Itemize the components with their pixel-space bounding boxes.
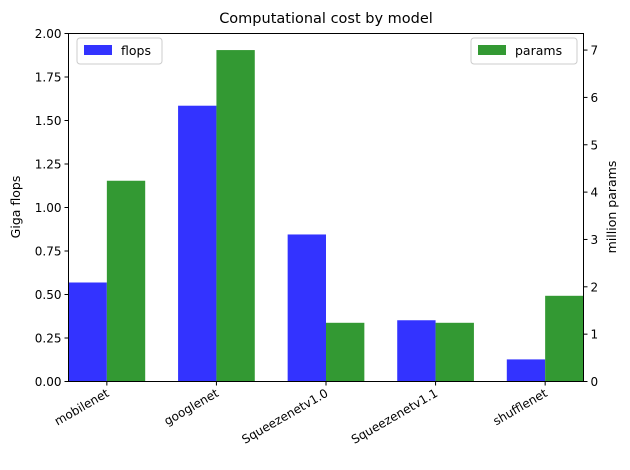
legend-flops: flops <box>76 37 163 65</box>
y-tick-label-right: 5 <box>591 138 599 152</box>
x-tick-label: googlenet <box>162 386 222 428</box>
y-axis-label-left: Giga flops <box>8 176 23 239</box>
y-tick-label-left: 1.50 <box>35 114 62 128</box>
legend-swatch-flops <box>84 45 112 55</box>
y-tick-label-left: 0.75 <box>35 245 62 259</box>
x-tick-label: shufflenet <box>491 386 550 428</box>
bar-flops-mobilenet <box>68 282 107 382</box>
x-tick-label: mobilenet <box>52 386 112 428</box>
y-tick-label-right: 3 <box>591 233 599 247</box>
y-tick-label-right: 6 <box>591 91 599 105</box>
bar-flops-squeezenetv1-1 <box>397 320 436 382</box>
bars-layer <box>68 50 584 382</box>
y-tick-label-left: 1.75 <box>35 71 62 85</box>
bar-params-squeezenetv1-1 <box>435 322 474 382</box>
x-axis: mobilenet googlenet Squeezenetv1.0 Squeezen… <box>52 381 550 447</box>
right-y-axis: 0 1 2 3 4 5 6 7 <box>583 44 599 389</box>
x-tick-label: Squeezenetv1.0 <box>239 386 330 447</box>
bar-flops-squeezenetv1-0 <box>287 234 326 382</box>
y-tick-label-left: 2.00 <box>35 27 62 41</box>
y-tick-label-right: 2 <box>591 280 599 294</box>
bar-params-shufflenet <box>545 295 584 382</box>
bar-params-googlenet <box>216 50 255 382</box>
legend-label-params: params <box>515 43 562 58</box>
y-tick-label-right: 0 <box>591 375 599 389</box>
y-tick-label-right: 7 <box>591 44 599 58</box>
bar-flops-googlenet <box>178 105 217 382</box>
y-tick-label-left: 0.50 <box>35 288 62 302</box>
legend-params: params <box>470 37 578 65</box>
bar-params-mobilenet <box>106 180 146 382</box>
bar-params-squeezenetv1-0 <box>326 322 365 382</box>
chart-title: Computational cost by model <box>219 11 433 27</box>
left-y-axis: 0.00 0.25 0.50 0.75 1.00 1.25 1.50 1.75 2.00 <box>35 27 69 389</box>
y-tick-label-right: 4 <box>591 186 599 200</box>
legend-label-flops: flops <box>121 43 151 58</box>
y-tick-label-right: 1 <box>591 328 599 342</box>
y-axis-label-right: million params <box>604 161 619 254</box>
y-tick-label-left: 1.25 <box>35 158 62 172</box>
x-tick-label: Squeezenetv1.1 <box>349 386 440 447</box>
bar-flops-shufflenet <box>506 359 546 382</box>
y-tick-label-left: 0.25 <box>35 332 62 346</box>
y-tick-label-left: 0.00 <box>35 375 62 389</box>
y-tick-label-left: 1.00 <box>35 201 62 215</box>
legend-swatch-params <box>478 45 506 55</box>
